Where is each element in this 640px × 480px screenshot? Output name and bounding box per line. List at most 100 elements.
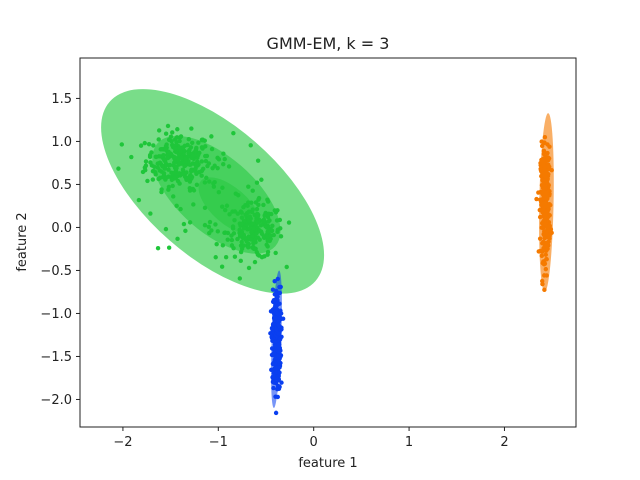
series-1-point <box>272 305 278 310</box>
series-1-point <box>276 342 281 347</box>
series-0-point <box>205 163 210 169</box>
series-0-point <box>238 232 244 237</box>
series-0-point <box>189 126 194 131</box>
plot-frame <box>79 57 577 428</box>
series-0-point <box>177 138 182 144</box>
series-0-point <box>172 170 178 175</box>
series-0-point <box>216 157 222 162</box>
series-0-point <box>254 206 260 212</box>
series-0-point <box>165 123 171 129</box>
series-0-point <box>177 145 182 150</box>
series-0-point <box>255 211 260 217</box>
series-0-point <box>241 225 247 231</box>
x-axis-label: feature 1 <box>298 456 357 471</box>
series-0-point <box>284 264 289 270</box>
series-0-point <box>232 254 238 259</box>
series-0-point <box>163 131 169 136</box>
series-2-point <box>542 158 548 163</box>
series-0-point <box>178 134 184 139</box>
series-0-point <box>259 177 264 182</box>
series-2-point <box>542 134 548 140</box>
series-0-point <box>215 229 221 234</box>
series-0-point <box>273 250 278 256</box>
series-0-point <box>199 159 204 164</box>
series-0-point <box>136 197 142 203</box>
series-0-point <box>175 127 180 132</box>
series-1-point <box>279 380 284 385</box>
series-1-point <box>275 276 281 282</box>
series-0-point <box>252 238 258 243</box>
series-0-point <box>233 191 239 196</box>
series-0-point <box>174 203 179 209</box>
y-tick-label: 1.5 <box>51 92 72 107</box>
series-0-point <box>147 153 153 158</box>
series-0-point <box>168 134 174 139</box>
series-2-point <box>546 157 551 163</box>
series-0-point <box>171 194 176 199</box>
series-1-point <box>277 290 283 296</box>
series-0-point <box>265 252 270 257</box>
series-2-point <box>543 266 549 272</box>
series-0-point <box>187 179 193 184</box>
series-0-point <box>235 236 240 242</box>
series-0-point <box>203 153 208 159</box>
series-1-point <box>277 365 282 370</box>
series-2-point <box>541 220 546 226</box>
series-2-point <box>541 246 546 251</box>
series-0-point <box>250 221 256 226</box>
series-2-point <box>541 239 546 245</box>
series-0-point <box>239 221 245 227</box>
series-0-point <box>177 181 182 186</box>
x-tick-label: −2 <box>113 435 132 450</box>
series-0-point <box>202 180 208 185</box>
points-layer <box>116 123 554 416</box>
plot-area <box>101 89 554 416</box>
series-0-point <box>254 180 260 185</box>
series-0-point <box>190 153 196 159</box>
series-0-point <box>232 209 238 214</box>
series-2-point <box>540 260 546 266</box>
series-2-point <box>539 169 544 174</box>
series-0-point <box>221 151 226 156</box>
series-0-point <box>193 166 198 171</box>
series-0-point <box>187 162 192 167</box>
series-2-point <box>540 281 545 287</box>
series-0-point <box>155 245 161 251</box>
series-0-point <box>247 214 253 219</box>
series-2-point <box>539 253 545 259</box>
series-1-point <box>272 279 277 284</box>
series-0-point <box>178 206 183 212</box>
series-2-point <box>541 148 547 154</box>
series-1-point <box>276 322 281 327</box>
series-0-point <box>155 165 160 170</box>
series-0-point <box>246 200 251 205</box>
x-tick-label: 0 <box>310 435 318 450</box>
series-0-point <box>241 205 246 210</box>
series-0-point <box>187 220 193 225</box>
series-0-point <box>207 230 212 236</box>
series-0-point <box>251 225 256 231</box>
series-0-point <box>194 182 200 188</box>
series-0-point <box>169 177 175 183</box>
series-0-point <box>229 237 235 243</box>
series-2-point <box>536 190 541 195</box>
y-tick-label: 1.0 <box>51 135 72 150</box>
series-0-point <box>266 219 271 224</box>
series-0-point <box>196 140 201 145</box>
series-0-point <box>224 203 230 208</box>
series-2-point <box>539 173 544 179</box>
series-0-point <box>232 217 237 223</box>
series-0-point <box>225 230 231 236</box>
series-0-point <box>213 222 218 227</box>
series-0-point <box>241 243 247 248</box>
series-0-point <box>186 150 191 156</box>
series-0-point <box>252 259 258 265</box>
series-0-point <box>246 245 251 250</box>
series-1-point <box>277 315 282 320</box>
series-0-point <box>164 175 169 180</box>
series-0-point <box>166 245 172 250</box>
series-0-point <box>258 223 264 228</box>
series-1-point <box>273 410 279 416</box>
series-0-point <box>256 195 262 201</box>
x-tick-label: 1 <box>405 435 413 450</box>
